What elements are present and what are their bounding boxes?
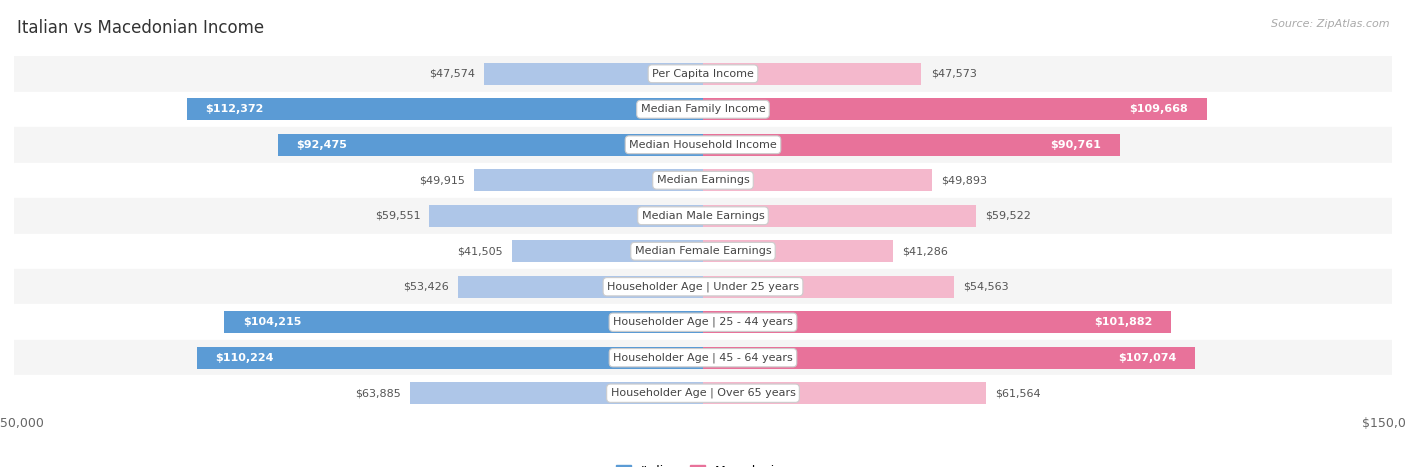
Text: $104,215: $104,215 [243, 317, 301, 327]
Bar [703, 382, 986, 404]
Bar [703, 347, 1195, 369]
Bar [225, 311, 703, 333]
Bar [14, 375, 1392, 411]
Bar [14, 340, 1392, 375]
Text: Householder Age | Under 25 years: Householder Age | Under 25 years [607, 282, 799, 292]
Text: $110,224: $110,224 [215, 353, 274, 363]
Bar [429, 205, 703, 227]
Bar [474, 169, 703, 191]
Text: Median Male Earnings: Median Male Earnings [641, 211, 765, 221]
Text: $101,882: $101,882 [1094, 317, 1153, 327]
Text: $61,564: $61,564 [995, 388, 1040, 398]
Text: $47,574: $47,574 [429, 69, 475, 79]
Text: $54,563: $54,563 [963, 282, 1008, 292]
Bar [485, 63, 703, 85]
Text: $47,573: $47,573 [931, 69, 977, 79]
Bar [14, 56, 1392, 92]
Bar [703, 63, 921, 85]
Bar [187, 98, 703, 120]
Text: $41,505: $41,505 [457, 246, 503, 256]
Text: $109,668: $109,668 [1129, 104, 1188, 114]
Bar [278, 134, 703, 156]
Bar [197, 347, 703, 369]
Text: Source: ZipAtlas.com: Source: ZipAtlas.com [1271, 19, 1389, 28]
Bar [14, 234, 1392, 269]
Bar [14, 198, 1392, 234]
Text: Median Female Earnings: Median Female Earnings [634, 246, 772, 256]
Bar [457, 276, 703, 298]
Bar [703, 205, 976, 227]
Bar [703, 240, 893, 262]
Bar [14, 269, 1392, 304]
Text: $92,475: $92,475 [297, 140, 347, 150]
Bar [14, 92, 1392, 127]
Bar [703, 169, 932, 191]
Text: $112,372: $112,372 [205, 104, 264, 114]
Text: $107,074: $107,074 [1118, 353, 1177, 363]
Text: Per Capita Income: Per Capita Income [652, 69, 754, 79]
Bar [703, 98, 1206, 120]
Text: $41,286: $41,286 [901, 246, 948, 256]
Text: $59,551: $59,551 [374, 211, 420, 221]
Text: Householder Age | 25 - 44 years: Householder Age | 25 - 44 years [613, 317, 793, 327]
Bar [703, 276, 953, 298]
Text: $49,915: $49,915 [419, 175, 464, 185]
Text: Italian vs Macedonian Income: Italian vs Macedonian Income [17, 19, 264, 37]
Bar [512, 240, 703, 262]
Legend: Italian, Macedonian: Italian, Macedonian [610, 460, 796, 467]
Bar [409, 382, 703, 404]
Bar [703, 311, 1171, 333]
Bar [14, 127, 1392, 163]
Text: $53,426: $53,426 [402, 282, 449, 292]
Text: Householder Age | 45 - 64 years: Householder Age | 45 - 64 years [613, 353, 793, 363]
Text: Householder Age | Over 65 years: Householder Age | Over 65 years [610, 388, 796, 398]
Bar [14, 304, 1392, 340]
Text: $90,761: $90,761 [1050, 140, 1101, 150]
Bar [14, 163, 1392, 198]
Bar [703, 134, 1119, 156]
Text: Median Family Income: Median Family Income [641, 104, 765, 114]
Text: Median Earnings: Median Earnings [657, 175, 749, 185]
Text: Median Household Income: Median Household Income [628, 140, 778, 150]
Text: $59,522: $59,522 [986, 211, 1032, 221]
Text: $49,893: $49,893 [942, 175, 987, 185]
Text: $63,885: $63,885 [354, 388, 401, 398]
